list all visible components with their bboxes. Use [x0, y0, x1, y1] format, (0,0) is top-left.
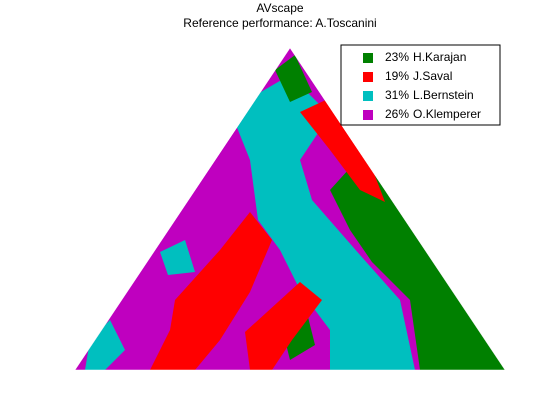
region-saval [150, 212, 272, 370]
legend-name: J.Saval [413, 69, 452, 83]
region-karajan [275, 55, 312, 102]
triangle-outline [74, 47, 506, 371]
region-bernstein [85, 320, 125, 370]
legend-share: 31% [385, 88, 409, 102]
legend-marker [363, 110, 373, 120]
region-bernstein [160, 240, 195, 275]
legend-label: 19% J.Saval [385, 69, 452, 83]
legend-name: L.Bernstein [413, 88, 474, 102]
legend-name: O.Klemperer [413, 107, 481, 121]
region-saval [245, 282, 322, 370]
legend-share: 26% [385, 107, 409, 121]
legend-share: 19% [385, 69, 409, 83]
region-karajan [330, 148, 505, 370]
legend-label: 23% H.Karajan [385, 50, 466, 64]
legend-label: 26% O.Klemperer [385, 107, 481, 121]
legend-label: 31% L.Bernstein [385, 88, 474, 102]
chart-subtitle: Reference performance: A.Toscanini [183, 16, 376, 30]
legend-name: H.Karajan [413, 50, 466, 64]
legend-marker [363, 72, 373, 82]
region-bernstein [230, 75, 415, 370]
legend-marker [363, 53, 373, 63]
chart-title: AVscape [256, 1, 303, 15]
legend: 23% H.Karajan 19% J.Saval 31% L.Bernstein 26% O… [363, 50, 481, 121]
region-saval [300, 98, 385, 202]
legend-marker [363, 91, 373, 101]
legend-share: 23% [385, 50, 409, 64]
